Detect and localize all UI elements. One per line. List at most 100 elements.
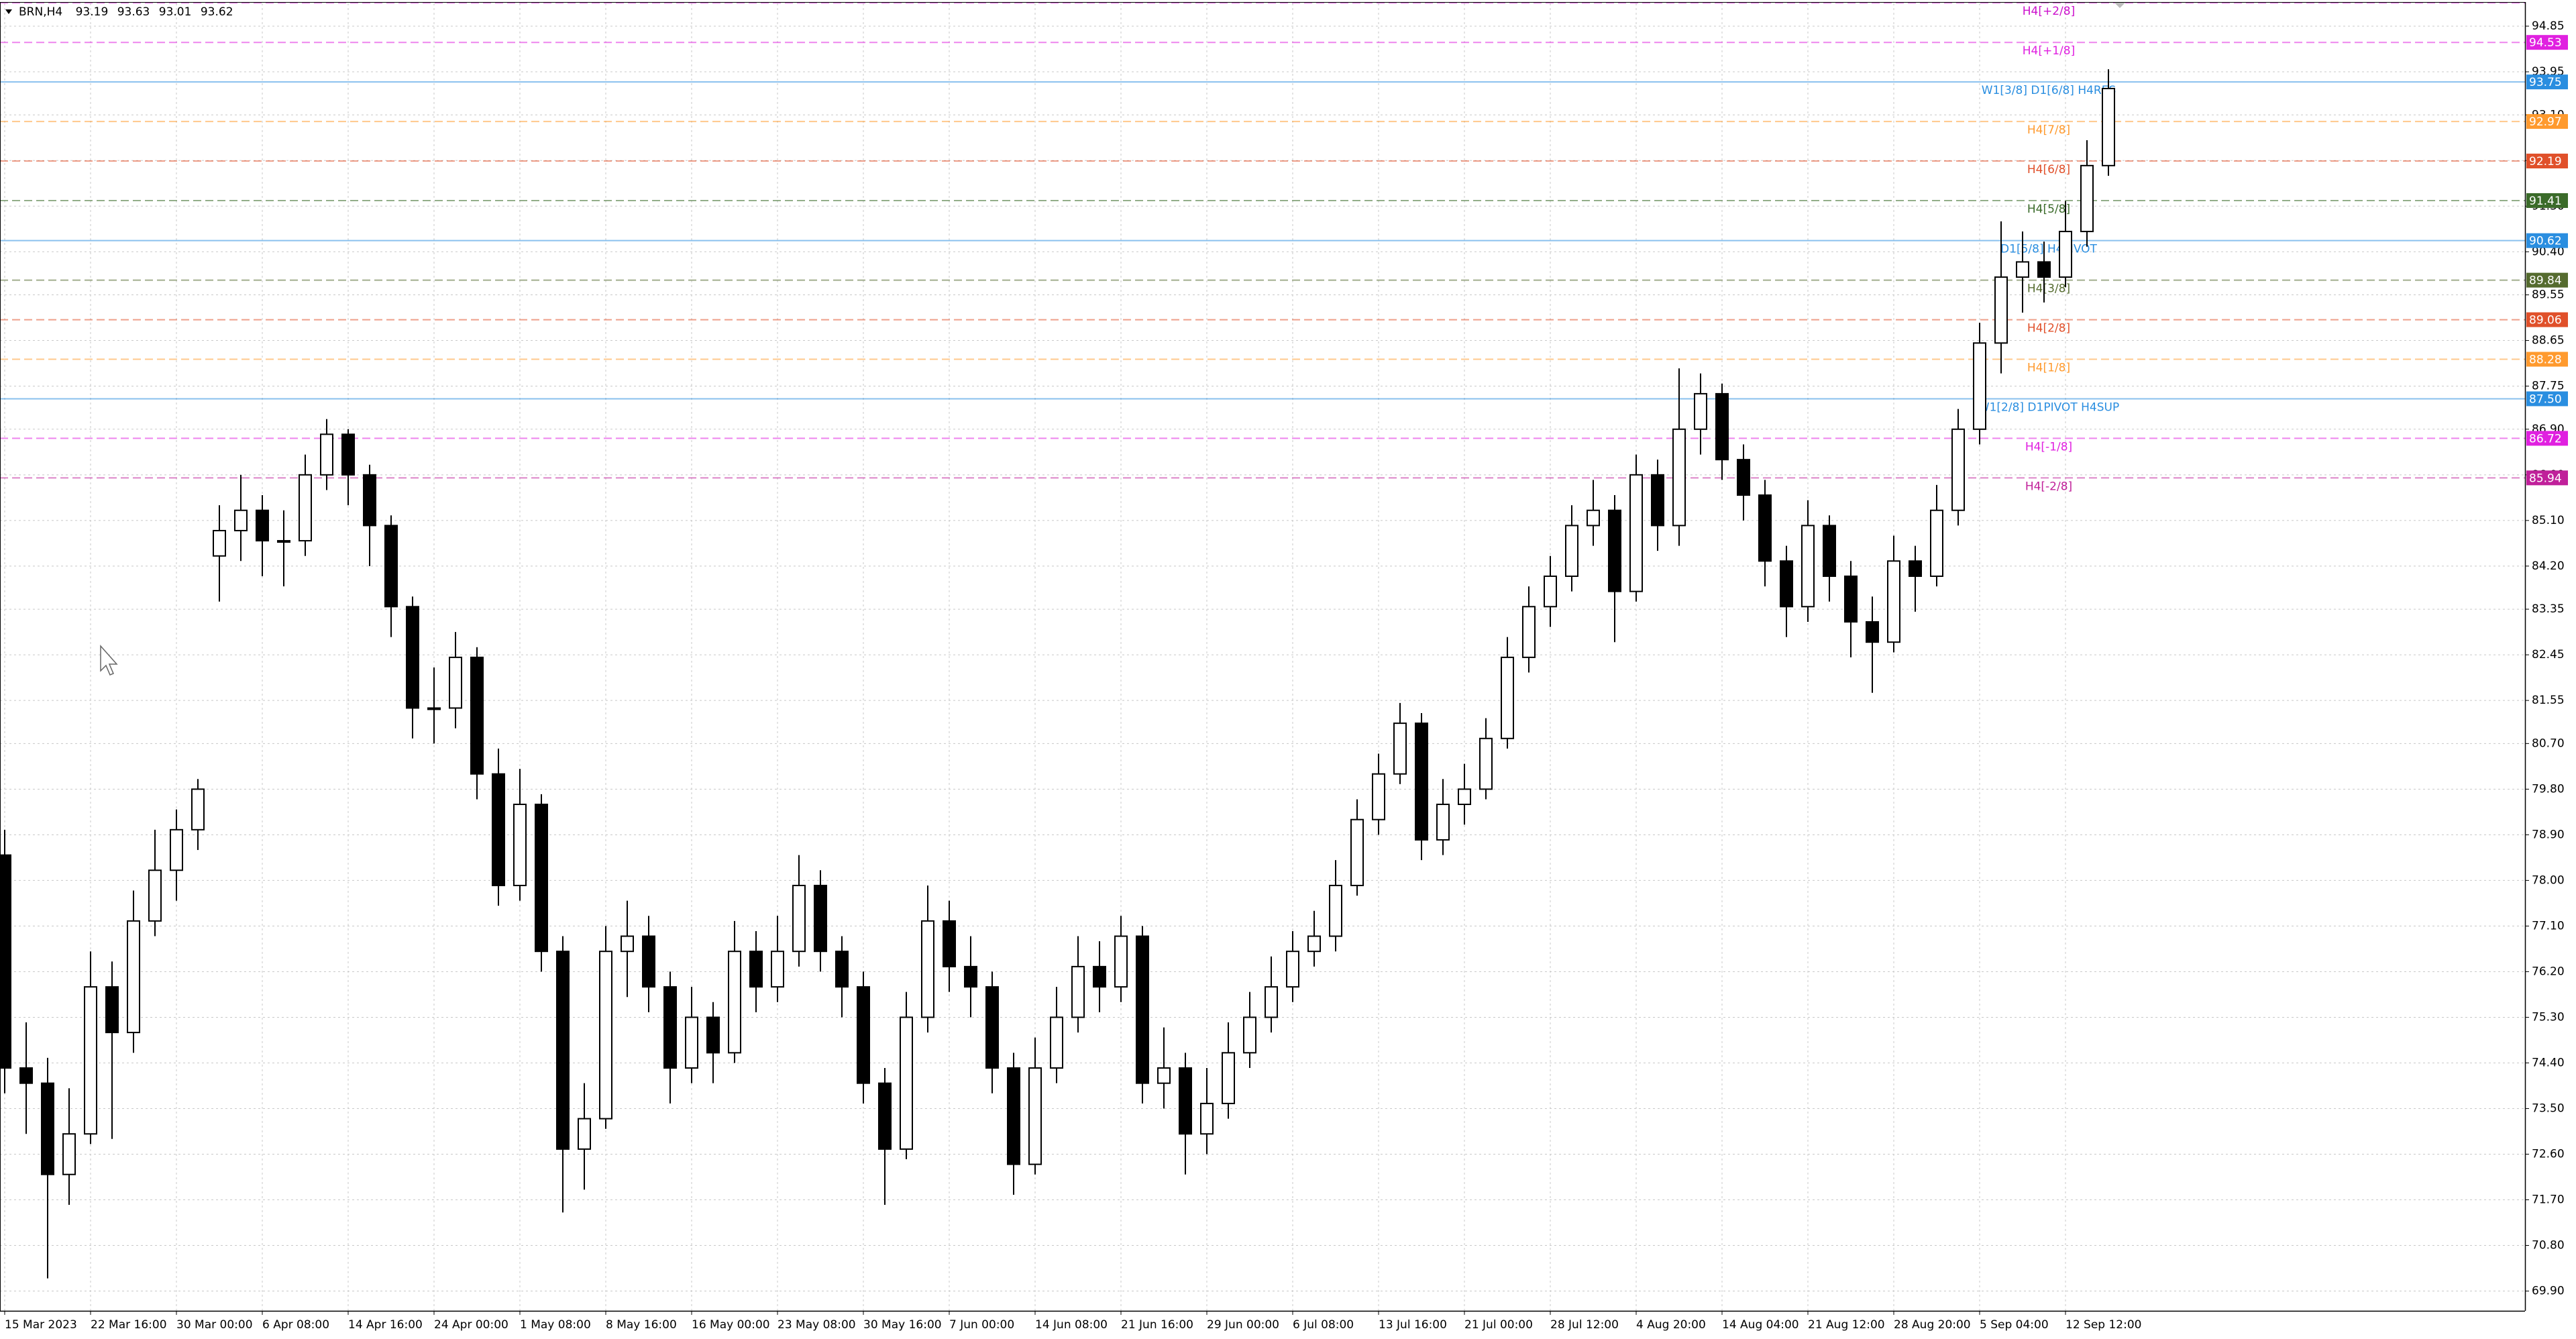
level-layer: H4[+2/8] H4[+1/8] W1[3/8] D1[6/8] H4RES H4[… bbox=[0, 2, 2525, 493]
candle-body bbox=[299, 474, 312, 542]
x-tick-label: 24 Apr 00:00 bbox=[434, 1318, 508, 1332]
level-price-label: 86.72 bbox=[2529, 432, 2562, 445]
grid-layer bbox=[0, 3, 2525, 1311]
x-tick-label: 14 Apr 16:00 bbox=[348, 1318, 423, 1332]
candle-body bbox=[1222, 1052, 1235, 1104]
candle-body bbox=[1200, 1102, 1214, 1135]
level-label: H4[+2/8] bbox=[2023, 5, 2075, 18]
candle-body bbox=[2037, 261, 2051, 278]
level-price-box bbox=[2526, 74, 2568, 90]
level-price-box bbox=[2526, 352, 2568, 367]
y-tick-label: 84.20 bbox=[2532, 559, 2565, 573]
candle-body bbox=[341, 433, 355, 476]
x-tick-label: 5 Sep 04:00 bbox=[1980, 1318, 2049, 1332]
candle-body bbox=[19, 1067, 33, 1084]
y-tick-label: 90.40 bbox=[2532, 245, 2565, 258]
candle-body bbox=[535, 804, 548, 953]
x-tick-label: 30 Mar 00:00 bbox=[176, 1318, 253, 1332]
candle-body bbox=[1823, 525, 1836, 577]
candle-body bbox=[2080, 164, 2094, 233]
y-tick-label: 69.90 bbox=[2532, 1285, 2565, 1298]
candle-body bbox=[1973, 342, 1986, 430]
x-tick-label: 29 Jun 00:00 bbox=[1207, 1318, 1279, 1332]
candle-body bbox=[1544, 575, 1557, 608]
candle-body bbox=[213, 529, 226, 557]
candle-body bbox=[1136, 935, 1149, 1084]
candle-body bbox=[470, 656, 484, 775]
y-tick-label: 85.10 bbox=[2532, 514, 2565, 527]
candle-body bbox=[1028, 1067, 1042, 1165]
level-price-box bbox=[2526, 233, 2568, 248]
header-low: 93.01 bbox=[159, 5, 192, 19]
candle-body bbox=[148, 869, 162, 922]
candle-body bbox=[1007, 1067, 1020, 1165]
candle-body bbox=[1994, 276, 2008, 344]
level-price-label: 87.50 bbox=[2529, 392, 2562, 406]
y-tick-label: 83.35 bbox=[2532, 602, 2565, 616]
x-tick-label: 14 Jun 08:00 bbox=[1035, 1318, 1108, 1332]
level-label: W1[2/8] D1PIVOT H4SUP bbox=[1978, 400, 2119, 414]
axis-layer: 94.8593.9593.1092.2091.3090.4089.5588.65… bbox=[4, 19, 2568, 1332]
candle-body bbox=[1780, 560, 1793, 608]
candle-body bbox=[2102, 87, 2115, 166]
x-tick-label: 21 Aug 12:00 bbox=[1808, 1318, 1885, 1332]
level-price-label: 88.28 bbox=[2529, 354, 2562, 367]
candle-body bbox=[1372, 773, 1385, 820]
level-price-box bbox=[2526, 272, 2568, 288]
candle-body bbox=[41, 1082, 54, 1175]
header-high: 93.63 bbox=[117, 5, 150, 19]
y-tick-label: 78.00 bbox=[2532, 873, 2565, 887]
candle-body bbox=[771, 951, 784, 988]
candle-body bbox=[642, 935, 655, 988]
level-price-label: 89.84 bbox=[2529, 274, 2562, 288]
x-tick-label: 7 Jun 00:00 bbox=[949, 1318, 1014, 1332]
candle-body bbox=[105, 986, 119, 1034]
candle-body bbox=[170, 828, 183, 871]
candle-body bbox=[320, 433, 333, 476]
candle-body bbox=[277, 540, 290, 543]
candle-body bbox=[1951, 428, 1965, 511]
candle-body bbox=[964, 965, 977, 988]
candle-body bbox=[900, 1016, 913, 1150]
level-price-label: 94.53 bbox=[2529, 36, 2562, 50]
candle-body bbox=[256, 509, 269, 542]
x-tick-label: 4 Aug 20:00 bbox=[1636, 1318, 1706, 1332]
level-label: H4[-1/8] bbox=[2025, 440, 2072, 453]
shift-marker bbox=[2114, 3, 2125, 8]
candle-body bbox=[84, 986, 97, 1135]
candle-body bbox=[62, 1133, 76, 1175]
candle-body bbox=[835, 951, 849, 988]
candle-body bbox=[1672, 428, 1686, 527]
candle-body bbox=[921, 920, 934, 1018]
candle-body bbox=[1458, 788, 1471, 806]
mouse-cursor bbox=[100, 645, 118, 676]
level-price-box bbox=[2526, 431, 2568, 446]
candle-body bbox=[513, 804, 527, 886]
symbol-label: BRN,H4 bbox=[19, 5, 62, 19]
candle-body bbox=[1909, 560, 1922, 577]
candle-body bbox=[492, 773, 505, 886]
candle-body bbox=[685, 1016, 698, 1069]
level-label: D1[5/8] H4PIVOT bbox=[2000, 243, 2098, 256]
y-tick-label: 76.20 bbox=[2532, 965, 2565, 978]
candle-body bbox=[1329, 884, 1342, 937]
symbol-menu-arrow[interactable] bbox=[5, 9, 12, 14]
candle-body bbox=[1114, 935, 1128, 988]
candle-body bbox=[191, 788, 205, 831]
candle-body bbox=[1307, 935, 1321, 953]
candle-body bbox=[1265, 986, 1278, 1018]
candle-body bbox=[427, 707, 441, 710]
candle-body bbox=[706, 1016, 720, 1054]
candle-body bbox=[1930, 509, 1943, 577]
level-price-label: 93.75 bbox=[2529, 76, 2562, 89]
level-label: H4[7/8] bbox=[2027, 123, 2070, 137]
x-tick-label: 28 Jul 12:00 bbox=[1550, 1318, 1619, 1332]
candle-body bbox=[1093, 965, 1106, 988]
candle-body bbox=[985, 986, 999, 1069]
candle-body bbox=[814, 884, 827, 953]
candle-body bbox=[1737, 459, 1750, 496]
level-label: W1[3/8] D1[6/8] H4RES bbox=[1982, 84, 2116, 97]
